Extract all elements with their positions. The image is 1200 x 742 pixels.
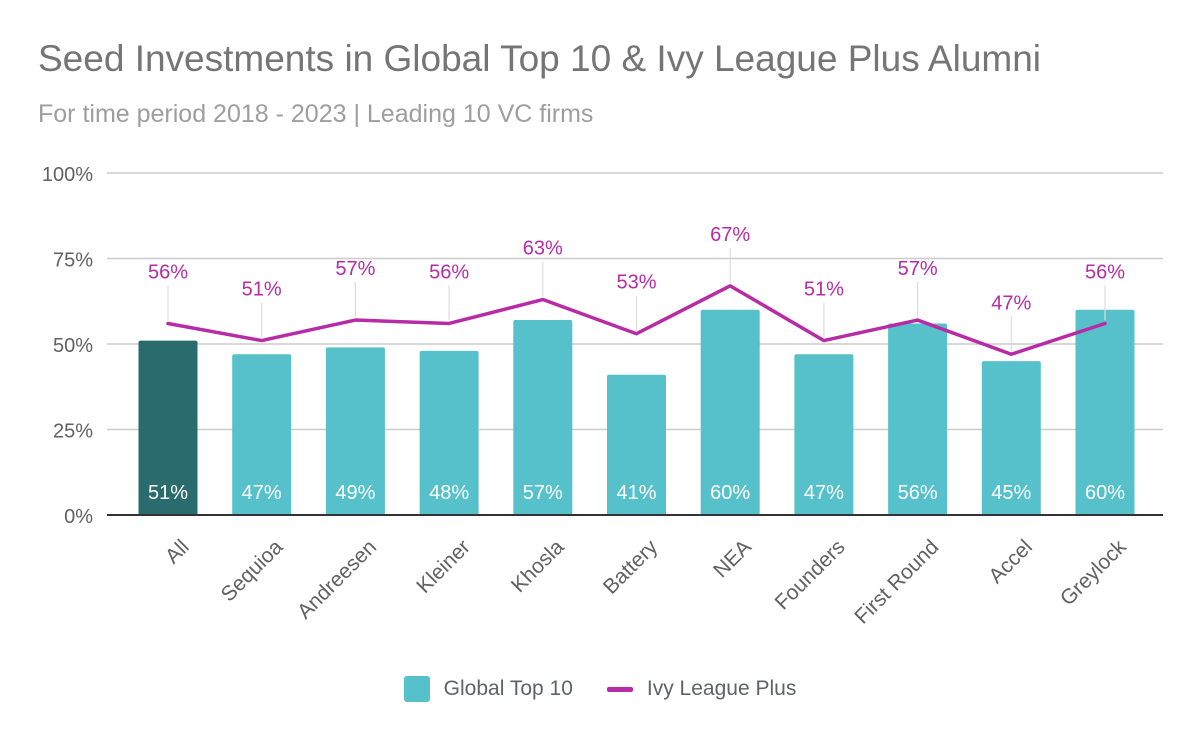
bar (888, 323, 948, 515)
legend-swatch-bar (403, 676, 430, 702)
legend: Global Top 10 Ivy League Plus (0, 676, 1200, 702)
line-value-label: 47% (991, 292, 1031, 314)
legend-label-line: Ivy League Plus (646, 677, 797, 700)
x-tick-label: All (161, 535, 194, 568)
legend-item-bar: Global Top 10 (403, 676, 573, 702)
bar (1075, 309, 1135, 515)
line-value-label: 53% (616, 272, 656, 294)
line-value-label: 67% (710, 224, 750, 246)
bar-value-label: 60% (1085, 482, 1125, 504)
bar-value-label: 60% (710, 482, 750, 504)
legend-label-bar: Global Top 10 (443, 677, 573, 700)
bar (513, 320, 573, 515)
line-value-label: 56% (1085, 261, 1125, 283)
y-tick-label: 50% (53, 335, 93, 357)
bar (325, 347, 385, 515)
x-tick-label: First Round (850, 535, 943, 628)
legend-item-line: Ivy League Plus (606, 677, 797, 701)
bar (794, 354, 854, 515)
bar-value-label: 47% (804, 482, 844, 504)
bar-value-label: 47% (242, 482, 282, 504)
legend-swatch-line (606, 686, 633, 692)
bar-value-label: 48% (429, 482, 469, 504)
bar-value-label: 41% (616, 482, 656, 504)
bar-value-label: 49% (335, 482, 375, 504)
x-tick-label: NEA (709, 535, 756, 582)
line-series-ivy-league-plus (166, 284, 1107, 357)
bar (700, 309, 760, 515)
bar-value-label: 56% (898, 482, 938, 504)
line-value-label: 56% (429, 261, 469, 283)
x-tick-label: Andreesen (293, 535, 381, 623)
y-tick-label: 100% (42, 164, 93, 186)
x-tick-label: Battery (599, 535, 663, 599)
line-value-label: 63% (523, 238, 563, 260)
x-tick-label: Greylock (1056, 535, 1131, 610)
bar-value-label: 45% (991, 482, 1031, 504)
x-tick-label: Founders (771, 535, 850, 614)
line-value-label: 51% (804, 279, 844, 301)
line-value-label: 51% (242, 279, 282, 301)
chart-subtitle: For time period 2018 - 2023 | Leading 10… (38, 100, 594, 128)
bar (419, 350, 479, 515)
bar-value-label: 51% (148, 482, 188, 504)
bar (138, 340, 198, 515)
line-value-label: 57% (335, 258, 375, 280)
x-tick-label: Kleiner (412, 535, 474, 597)
x-tick-label: Sequioa (217, 535, 288, 606)
y-tick-label: 0% (64, 506, 93, 528)
chart-title: Seed Investments in Global Top 10 & Ivy … (38, 38, 1042, 79)
x-tick-label: Accel (984, 535, 1037, 588)
x-tick-label: Khosla (507, 535, 569, 597)
bar (607, 374, 666, 515)
y-tick-label: 75% (53, 250, 93, 272)
line-value-label: 56% (148, 261, 188, 283)
bar-value-label: 57% (523, 482, 563, 504)
bar (981, 361, 1041, 515)
y-tick-label: 25% (53, 421, 93, 443)
line-value-label: 57% (898, 258, 938, 280)
bar (232, 354, 292, 515)
